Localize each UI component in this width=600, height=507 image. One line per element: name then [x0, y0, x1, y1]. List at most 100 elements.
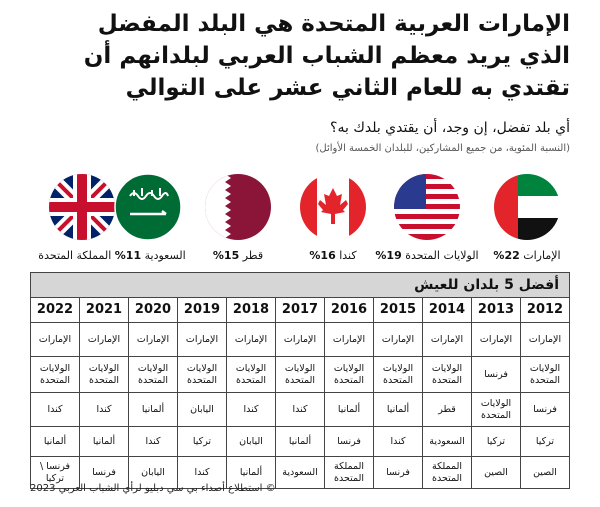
cell: المملكة المتحدة	[324, 456, 374, 489]
year: 2022	[30, 297, 80, 323]
cell: تركيا	[471, 426, 521, 457]
year: 2021	[79, 297, 129, 323]
year: 2017	[275, 297, 325, 323]
flag-canada	[300, 174, 366, 240]
cell: فرنسا \ تركيا	[30, 456, 80, 489]
cell: فرنسا	[324, 426, 374, 457]
flag-uk	[49, 174, 115, 240]
table-header: أفضل 5 بلدان للعيش	[30, 272, 570, 298]
year: 2018	[226, 297, 276, 323]
cell: الإمارات	[177, 322, 227, 357]
percent: 11%	[114, 249, 142, 262]
cell: الإمارات	[226, 322, 276, 357]
cell: الولايات المتحدة	[79, 356, 129, 393]
flag-qatar	[205, 174, 271, 240]
year: 2015	[373, 297, 423, 323]
year: 2019	[177, 297, 227, 323]
country: السعودية	[144, 249, 186, 262]
flag-label: الولايات المتحدة 19%	[375, 249, 478, 262]
year: 2012	[520, 297, 570, 323]
country: المملكة المتحدة	[38, 249, 112, 262]
cell: كندا	[373, 426, 423, 457]
rank-row: فرنسا الولايات المتحدة قطر ألمانيا ألمانيا كن…	[30, 392, 570, 427]
rank-row: الولايات المتحدة فرنسا الولايات المتحدة الو…	[30, 356, 570, 393]
cell: السعودية	[422, 426, 472, 457]
table: أفضل 5 بلدان للعيش 2012 2013 2014 2015 2016 20…	[30, 272, 570, 489]
cell: ألمانيا	[30, 426, 80, 457]
cell: الإمارات	[471, 322, 521, 357]
cell: اليابان	[128, 456, 178, 489]
flag-label: السعودية 11% المملكة المتحدة	[38, 249, 185, 262]
cell: الصين	[471, 456, 521, 489]
cell: الولايات المتحدة	[30, 356, 80, 393]
cell: الإمارات	[275, 322, 325, 357]
flag-label: كندا 16%	[309, 249, 356, 262]
cell: كندا	[128, 426, 178, 457]
cell: فرنسا	[471, 356, 521, 393]
percent: 22%	[493, 249, 520, 262]
cell: السعودية	[275, 456, 325, 489]
year: 2020	[128, 297, 178, 323]
cell: فرنسا	[520, 392, 570, 427]
cell: ألمانيا	[324, 392, 374, 427]
country: الولايات المتحدة	[405, 249, 479, 262]
cell: الولايات المتحدة	[471, 392, 521, 427]
cell: كندا	[79, 392, 129, 427]
cell: الإمارات	[79, 322, 129, 357]
percent: 16%	[309, 249, 336, 262]
cell: ألمانيا	[226, 456, 276, 489]
cell: الولايات المتحدة	[128, 356, 178, 393]
year: 2016	[324, 297, 374, 323]
rank-row: الصين الصين المملكة المتحدة فرنسا المملكة ال…	[30, 456, 570, 489]
cell: اليابان	[226, 426, 276, 457]
flag-uae	[494, 174, 560, 240]
cell: الولايات المتحدة	[275, 356, 325, 393]
footer: © استطلاع أصداء بي سي دبليو لرأي الشباب …	[30, 483, 276, 494]
cell: الولايات المتحدة	[324, 356, 374, 393]
cell: فرنسا	[373, 456, 423, 489]
cell: الولايات المتحدة	[226, 356, 276, 393]
cell: تركيا	[177, 426, 227, 457]
flag-label: الإمارات 22%	[493, 249, 560, 262]
country: الإمارات	[523, 249, 561, 262]
years-row: 2012 2013 2014 2015 2016 2017 2018 2019 2020 2021…	[30, 297, 570, 323]
country: قطر	[242, 249, 264, 262]
cell: كندا	[226, 392, 276, 427]
rank-row: تركيا تركيا السعودية كندا فرنسا ألمانيا اليابا…	[30, 426, 570, 457]
flags	[49, 173, 560, 241]
cell: الولايات المتحدة	[422, 356, 472, 393]
year: 2013	[471, 297, 521, 323]
cell: الإمارات	[128, 322, 178, 357]
cell: قطر	[422, 392, 472, 427]
cell: الإمارات	[520, 322, 570, 357]
cell: الصين	[520, 456, 570, 489]
cell: كندا	[275, 392, 325, 427]
cell: كندا	[30, 392, 80, 427]
cell: اليابان	[177, 392, 227, 427]
flag-saudi	[115, 174, 181, 240]
country: كندا	[339, 249, 357, 262]
note: (النسبة المئوية، من جميع المشاركين، للبل…	[315, 143, 571, 154]
cell: الولايات المتحدة	[373, 356, 423, 393]
flag-usa	[394, 174, 460, 240]
cell: ألمانيا	[79, 426, 129, 457]
cell: الإمارات	[324, 322, 374, 357]
cell: الولايات المتحدة	[520, 356, 570, 393]
cell: كندا	[177, 456, 227, 489]
cell: ألمانيا	[275, 426, 325, 457]
cell: تركيا	[520, 426, 570, 457]
percent: 15%	[212, 249, 240, 262]
flag-label: قطر 15%	[213, 249, 263, 262]
question: أي بلد تفضل، إن وجد، أن يقتدي بلدك به؟	[330, 120, 570, 136]
cell: الإمارات	[30, 322, 80, 357]
cell: المملكة المتحدة	[422, 456, 472, 489]
cell: ألمانيا	[373, 392, 423, 427]
percent: 19%	[375, 249, 402, 262]
cell: الولايات المتحدة	[177, 356, 227, 393]
table-title: أفضل 5 بلدان للعيش	[30, 272, 570, 298]
cell: ألمانيا	[128, 392, 178, 427]
rank-row: الإمارات الإمارات الإمارات الإمارات الإمارات…	[30, 322, 570, 357]
title: الإمارات العربية المتحدة هي البلد المفضل…	[83, 11, 570, 101]
cell: الإمارات	[373, 322, 423, 357]
